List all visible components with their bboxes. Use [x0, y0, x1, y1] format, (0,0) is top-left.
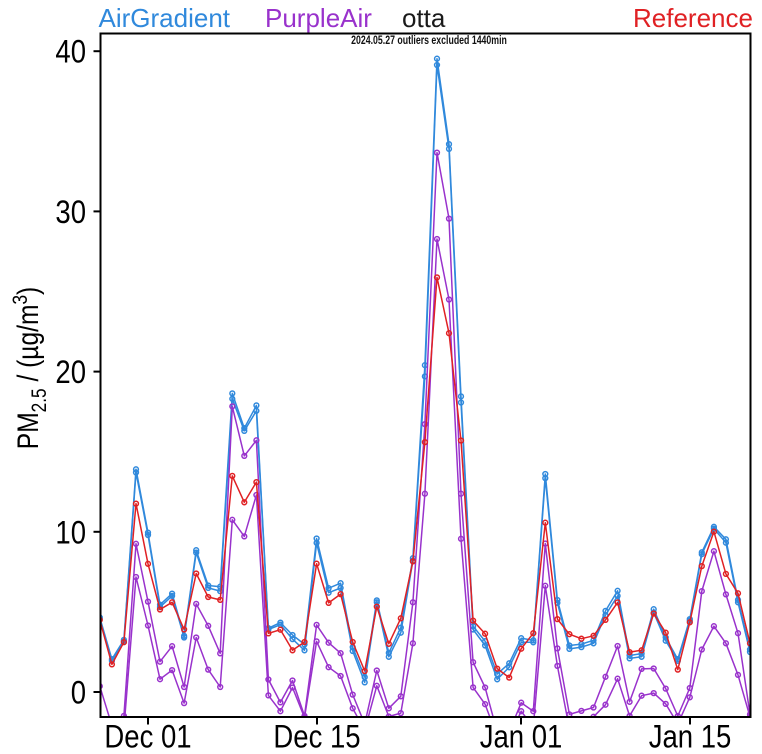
svg-text:10: 10: [55, 515, 86, 550]
svg-text:PM2.5 / (µg/m3): PM2.5 / (µg/m3): [10, 287, 52, 449]
svg-text:Dec 01: Dec 01: [104, 720, 191, 749]
svg-text:otta: otta: [402, 3, 446, 33]
svg-text:PurpleAir: PurpleAir: [265, 3, 372, 33]
svg-text:30: 30: [55, 195, 86, 230]
svg-text:Dec 15: Dec 15: [273, 720, 360, 749]
svg-text:AirGradient: AirGradient: [99, 3, 231, 33]
svg-text:Jan 01: Jan 01: [480, 720, 563, 749]
svg-text:Reference: Reference: [633, 3, 753, 33]
svg-text:40: 40: [55, 35, 86, 70]
svg-text:20: 20: [55, 355, 86, 390]
svg-text:0: 0: [71, 676, 86, 711]
svg-text:2024.05.27 outliers excluded 1: 2024.05.27 outliers excluded 1440min: [351, 34, 507, 48]
svg-text:Jan 15: Jan 15: [649, 720, 732, 749]
